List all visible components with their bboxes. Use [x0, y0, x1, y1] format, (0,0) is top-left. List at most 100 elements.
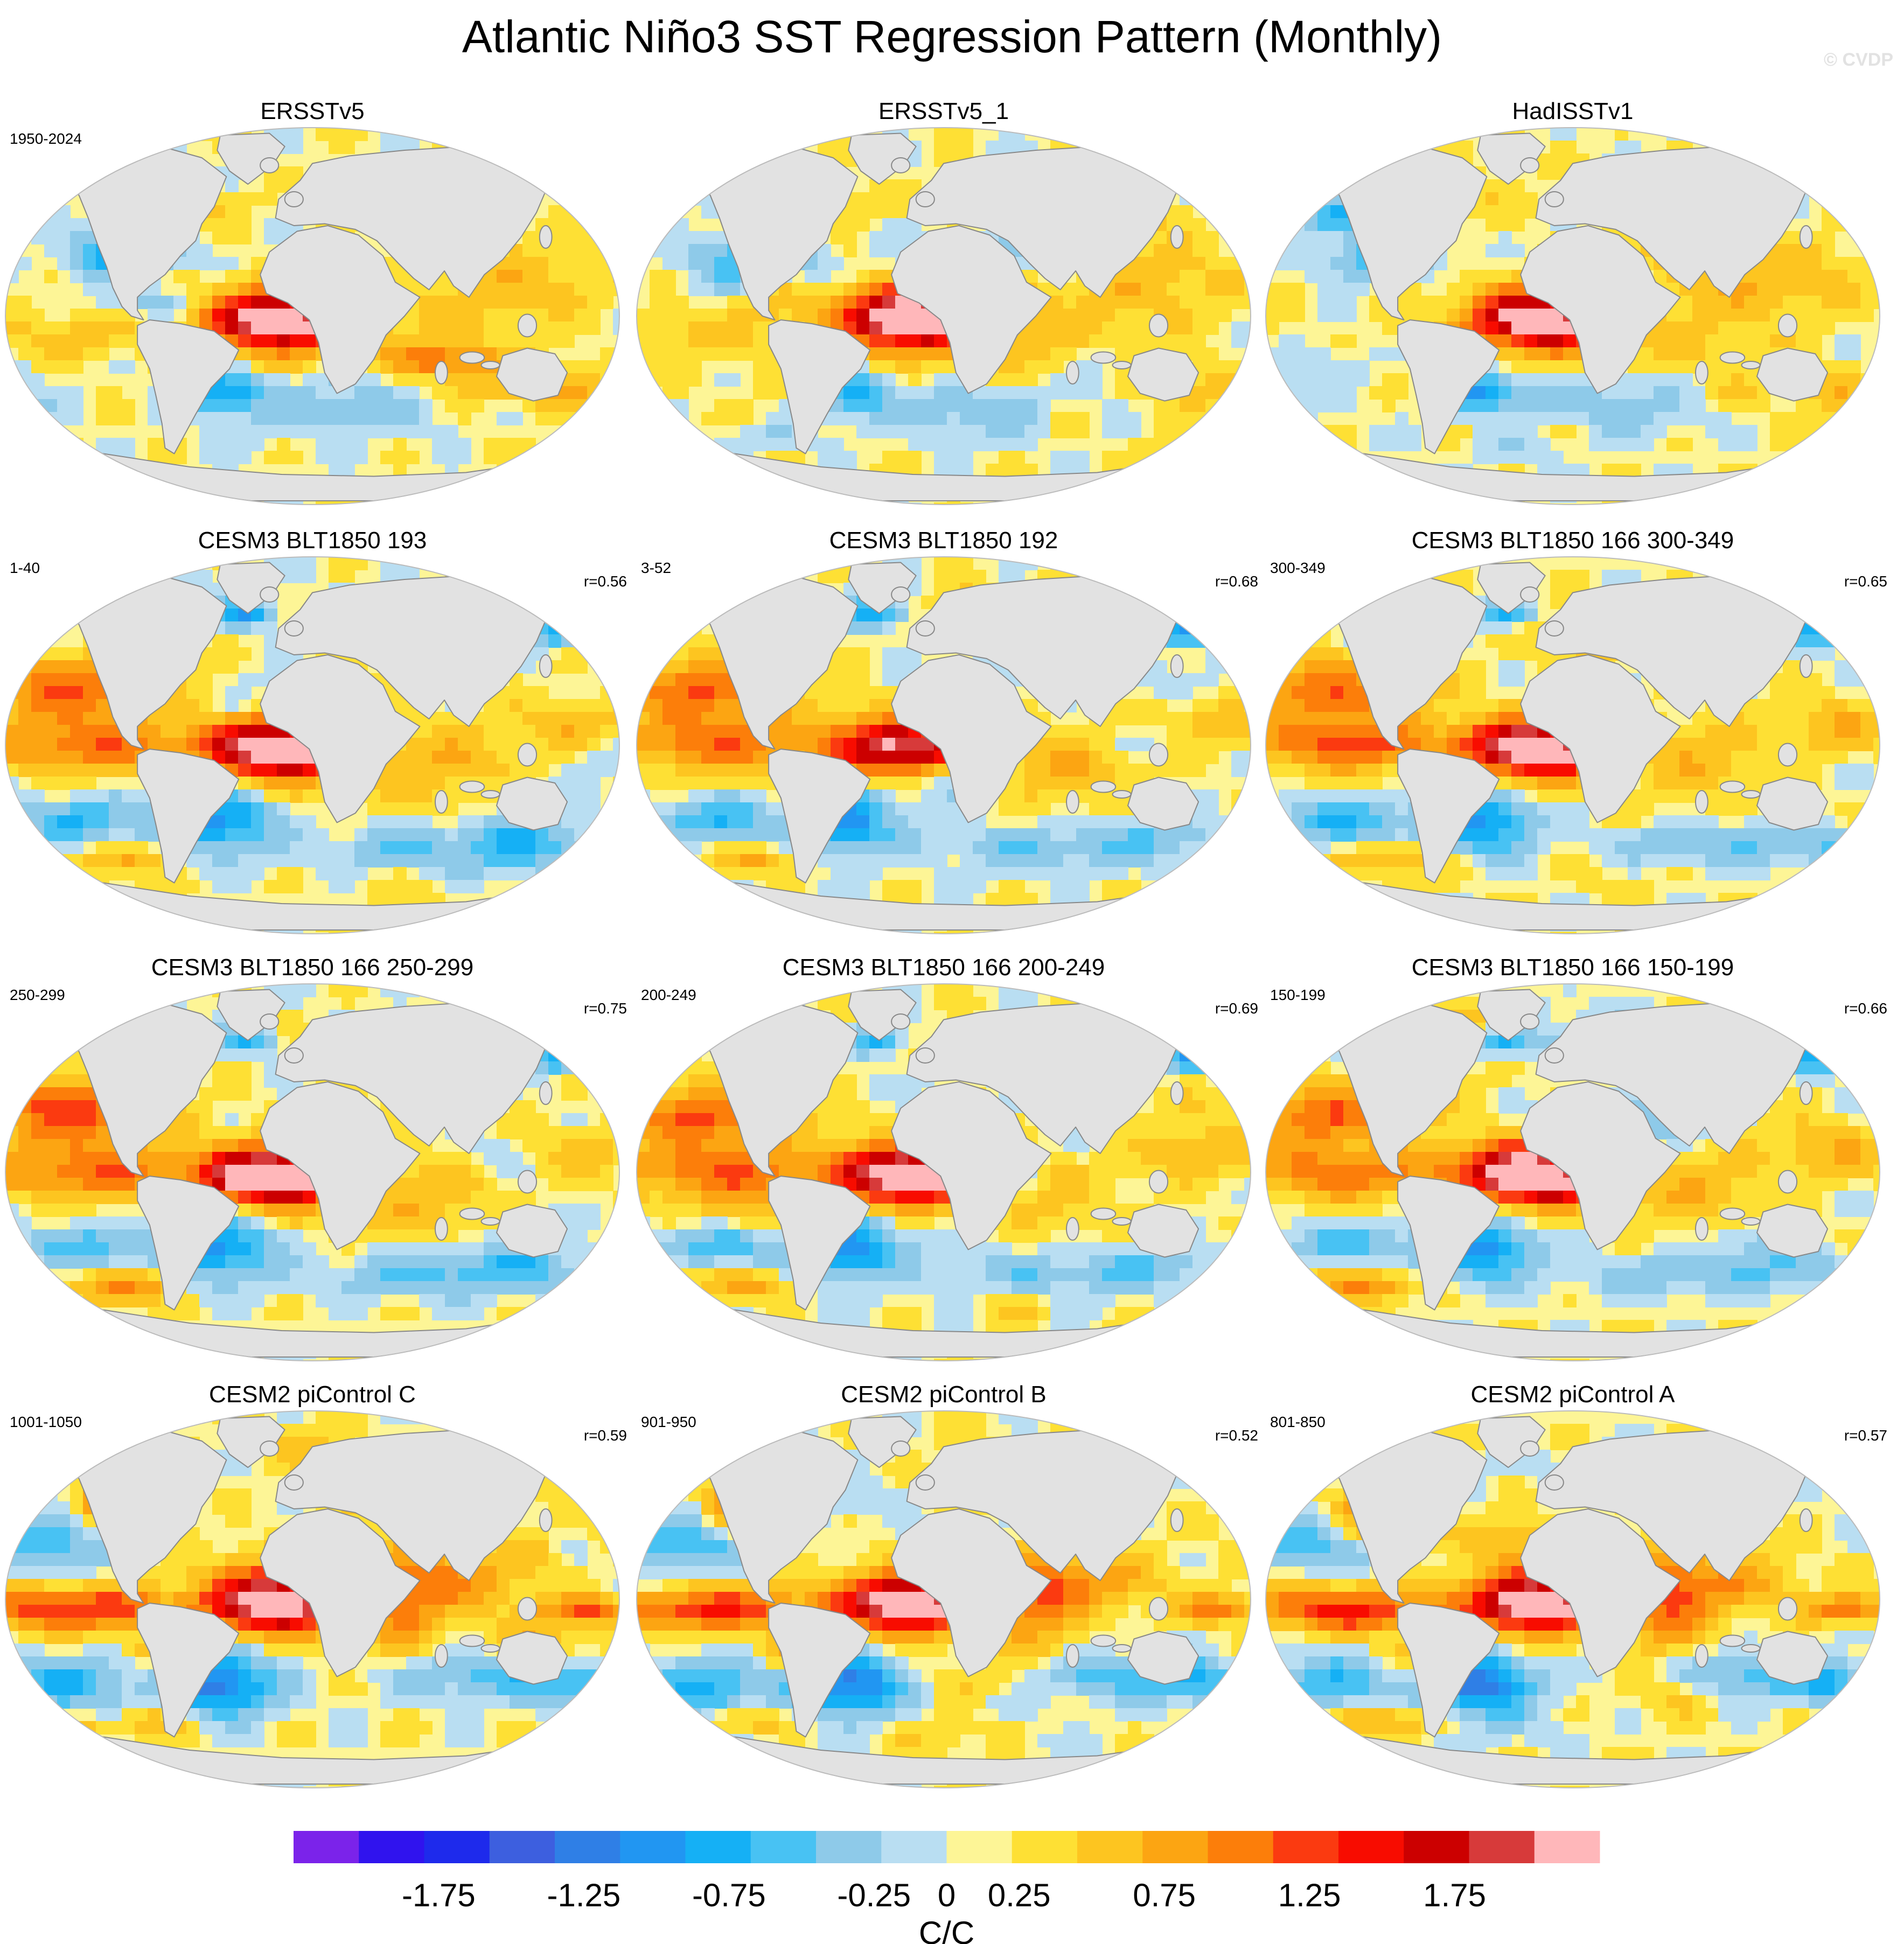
panel-correlation-label: r=0.68: [1215, 573, 1258, 590]
map-panel: CESM3 BLT1850 192 3-52 r=0.68: [636, 527, 1258, 934]
panel-period-label: 300-349: [1270, 560, 1326, 576]
panel-title: CESM3 BLT1850 166 200-249: [783, 954, 1105, 981]
map-outline: [5, 983, 620, 1361]
map-panel: ERSSTv5 1950-2024: [5, 98, 620, 505]
panel-correlation-label: r=0.69: [1215, 1000, 1258, 1017]
sst-field: [1266, 1411, 1880, 1788]
colorbar-swatch: [946, 1831, 1013, 1863]
colorbar-swatch: [816, 1831, 882, 1863]
panel-correlation-label: r=0.75: [584, 1000, 627, 1017]
land-mask: [1327, 562, 1871, 931]
panel-correlation-label: r=0.66: [1844, 1000, 1887, 1017]
panel-period-label: 200-249: [641, 987, 696, 1003]
colorbar-swatch: [750, 1831, 817, 1863]
panel-title: CESM2 piControl A: [1470, 1381, 1675, 1408]
map-outline: [1265, 983, 1880, 1361]
sst-field: [5, 984, 619, 1361]
sst-field: [1266, 557, 1880, 934]
map-outline: [1265, 1410, 1880, 1788]
land-mask: [66, 562, 611, 931]
map-outline: [636, 556, 1251, 934]
sst-field: [637, 984, 1251, 1361]
colorbar-tick-label: 0: [938, 1877, 956, 1913]
sst-field: [637, 128, 1251, 505]
colorbar-tick-label: -0.25: [837, 1877, 911, 1913]
map-panel: CESM3 BLT1850 166 150-199 150-199 r=0.66: [1265, 954, 1887, 1361]
panel-period-label: 3-52: [641, 560, 671, 576]
panel-title: HadISSTv1: [1512, 98, 1634, 124]
colorbar-swatch: [1273, 1831, 1339, 1863]
colorbar-swatch: [1338, 1831, 1404, 1863]
sst-field: [5, 128, 619, 505]
colorbar-swatch: [555, 1831, 620, 1863]
land-mask: [698, 1416, 1242, 1785]
colorbar-swatch: [359, 1831, 424, 1863]
colorbar-swatch: [1469, 1831, 1535, 1863]
map-panel: CESM3 BLT1850 166 300-349 300-349 r=0.65: [1265, 527, 1887, 934]
panel-title: CESM3 BLT1850 166 150-199: [1412, 954, 1734, 981]
panel-correlation-label: r=0.65: [1844, 573, 1887, 590]
colorbar-swatch: [620, 1831, 686, 1863]
colorbar-swatch: [1208, 1831, 1274, 1863]
panel-correlation-label: r=0.59: [584, 1427, 627, 1444]
panel-correlation-label: r=0.56: [584, 573, 627, 590]
colorbar: -1.75 -1.25 -0.75 -0.25 0 0.25 0.75 1.25 1.75 C/C: [294, 1831, 1600, 1944]
sst-field: [5, 1411, 619, 1788]
panel-period-label: 150-199: [1270, 987, 1326, 1003]
map-outline: [636, 1410, 1251, 1788]
panel-period-label: 901-950: [641, 1414, 696, 1430]
sst-field: [637, 557, 1251, 934]
panel-period-label: 1-40: [10, 560, 40, 576]
map-panel: CESM3 BLT1850 166 250-299 250-299 r=0.75: [5, 954, 627, 1361]
colorbar-units: C/C: [919, 1915, 974, 1944]
panel-correlation-label: r=0.52: [1215, 1427, 1258, 1444]
colorbar-swatch: [1534, 1831, 1600, 1863]
map-outline: [5, 1410, 620, 1788]
colorbar-swatch: [881, 1831, 947, 1863]
colorbar-swatch: [685, 1831, 751, 1863]
sst-field: [5, 557, 619, 934]
map-panel: CESM3 BLT1850 193 1-40 r=0.56: [5, 527, 627, 934]
map-panel: CESM2 piControl A 801-850 r=0.57: [1265, 1381, 1887, 1788]
map-outline: [1265, 556, 1880, 934]
colorbar-tick-label: 1.75: [1423, 1877, 1486, 1913]
map-panels: ERSSTv5 1950-2024 ERSSTv5_1 HadISSTv1 CESM3 …: [5, 98, 1887, 1788]
colorbar-tick-label: 1.25: [1278, 1877, 1341, 1913]
panel-correlation-label: r=0.57: [1844, 1427, 1887, 1444]
colorbar-swatch: [1077, 1831, 1143, 1863]
land-mask: [66, 1416, 611, 1785]
map-outline: [636, 127, 1251, 505]
panel-title: CESM3 BLT1850 166 250-299: [151, 954, 473, 981]
land-mask: [66, 989, 611, 1358]
panel-title: ERSSTv5: [260, 98, 364, 124]
map-outline: [1265, 127, 1880, 505]
colorbar-swatch: [489, 1831, 555, 1863]
colorbar-tick-label: -1.75: [402, 1877, 476, 1913]
panel-title: CESM3 BLT1850 192: [829, 527, 1058, 554]
page-title: Atlantic Niño3 SST Regression Pattern (M…: [462, 11, 1442, 62]
panel-period-label: 1950-2024: [10, 130, 82, 147]
colorbar-tick-label: 0.25: [988, 1877, 1051, 1913]
colorbar-swatch: [424, 1831, 490, 1863]
map-outline: [5, 127, 620, 505]
map-outline: [5, 556, 620, 934]
map-outline: [636, 983, 1251, 1361]
panel-title: ERSSTv5_1: [878, 98, 1009, 124]
panel-title: CESM2 piControl C: [209, 1381, 416, 1408]
panel-title: CESM3 BLT1850 193: [198, 527, 427, 554]
colorbar-tick-label: 0.75: [1133, 1877, 1196, 1913]
map-panel: CESM2 piControl B 901-950 r=0.52: [636, 1381, 1258, 1788]
colorbar-tick-label: -1.25: [547, 1877, 621, 1913]
map-panel: HadISSTv1: [1265, 98, 1880, 505]
watermark: © CVDP: [1824, 50, 1893, 70]
sst-field: [637, 1411, 1251, 1788]
panel-period-label: 801-850: [1270, 1414, 1326, 1430]
colorbar-swatch: [1012, 1831, 1078, 1863]
sst-field: [1266, 984, 1880, 1361]
colorbar-swatch: [294, 1831, 359, 1863]
map-panel: CESM2 piControl C 1001-1050 r=0.59: [5, 1381, 627, 1788]
sst-field: [1266, 128, 1880, 505]
panel-title: CESM2 piControl B: [841, 1381, 1046, 1408]
map-panel: ERSSTv5_1: [636, 98, 1251, 505]
panel-period-label: 250-299: [10, 987, 65, 1003]
